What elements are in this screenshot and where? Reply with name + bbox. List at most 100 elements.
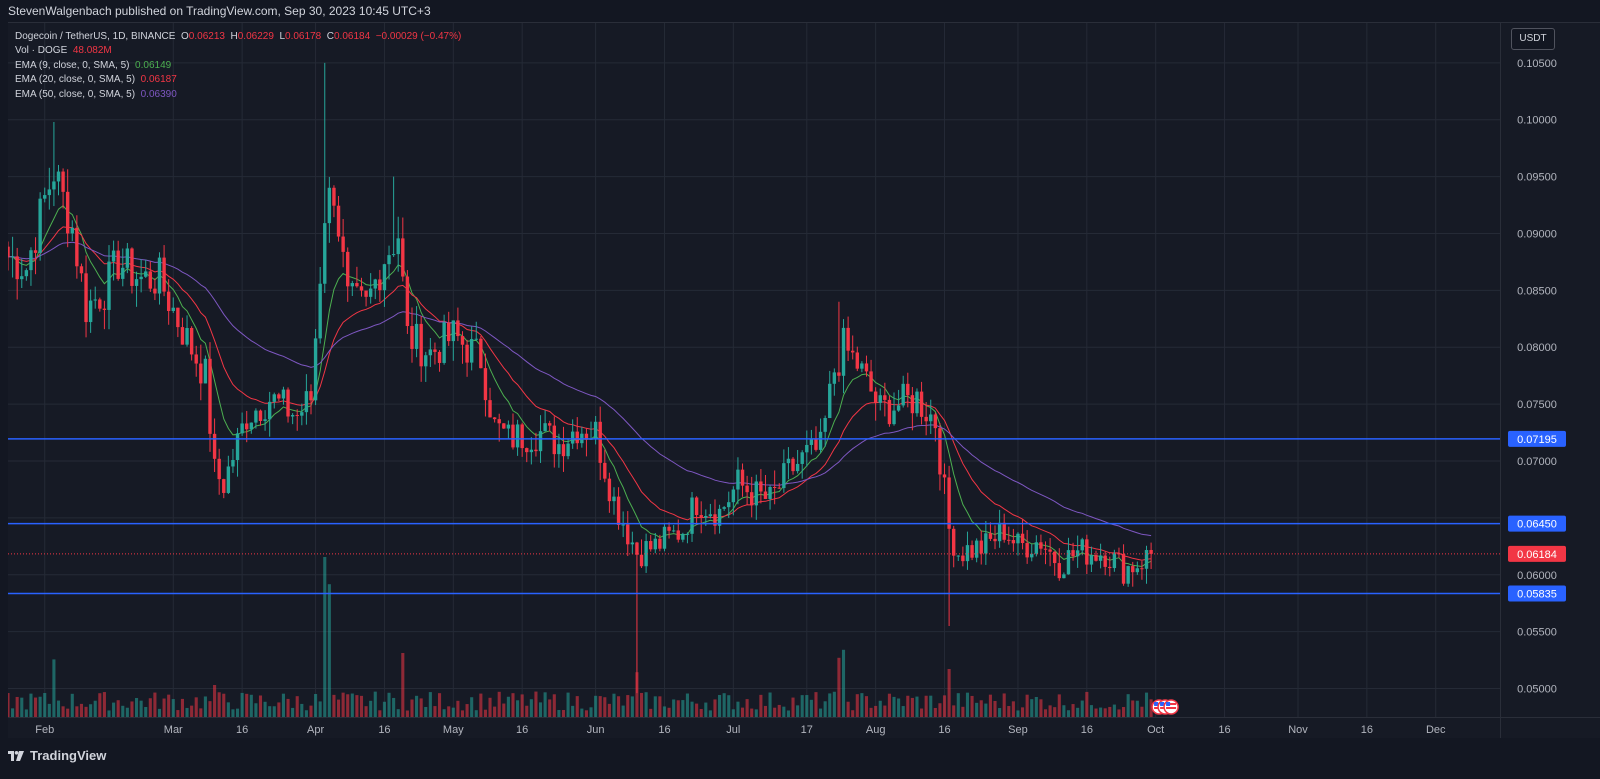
candle-body — [910, 395, 915, 414]
candle-body — [323, 223, 327, 284]
candle — [511, 413, 515, 450]
volume-bar — [213, 685, 217, 717]
ema20-row[interactable]: EMA (20, close, 0, SMA, 5) 0.06187 — [15, 73, 461, 87]
candle — [401, 217, 405, 282]
candle — [488, 387, 492, 418]
candle-body — [929, 414, 933, 422]
volume-bar — [125, 707, 129, 717]
candle — [1016, 532, 1020, 556]
candle-body — [203, 358, 208, 384]
candle — [1034, 535, 1039, 557]
volume-bar — [846, 701, 850, 717]
candle-body — [350, 283, 355, 287]
candle-body — [681, 533, 685, 540]
volume-bar — [102, 692, 106, 717]
volume-bar — [1089, 705, 1093, 717]
volume-bar — [649, 708, 653, 717]
candle-body — [795, 463, 800, 472]
candle — [952, 525, 956, 568]
candle-body — [502, 423, 506, 429]
candle — [61, 168, 65, 209]
candle — [295, 409, 299, 431]
volume-bar — [93, 700, 97, 717]
volume-bar — [419, 698, 423, 717]
volume-bar — [740, 707, 745, 717]
candle — [456, 307, 460, 342]
volume-bar — [584, 710, 588, 717]
candle — [483, 353, 488, 417]
candle — [327, 176, 332, 243]
volume-bar — [612, 693, 616, 717]
volume-bar — [410, 699, 414, 717]
candle-body — [593, 421, 598, 439]
event-icon-canton — [1166, 702, 1171, 706]
candle-body — [952, 528, 956, 556]
candlestick-chart[interactable]: 0.07195 0.06450 0.05835 0.06184 0.05000 0.055… — [8, 23, 1600, 739]
volume-bar — [474, 710, 478, 717]
candle — [166, 279, 171, 325]
volume-bar — [29, 693, 33, 717]
volume-bar — [543, 692, 547, 717]
candle-body — [1071, 550, 1075, 557]
ema50-line — [8, 241, 1152, 537]
volume-bar — [1043, 709, 1048, 717]
candle-body — [603, 462, 607, 479]
candle — [1011, 528, 1016, 552]
candle-body — [212, 433, 217, 459]
candle-body — [791, 458, 795, 472]
publish-header: StevenWalgenbach published on TradingVie… — [0, 0, 1600, 22]
candle — [993, 525, 997, 550]
candle-body — [961, 555, 965, 562]
ema50-row[interactable]: EMA (50, close, 0, SMA, 5) 0.06390 — [15, 88, 461, 102]
volume-bar — [525, 705, 529, 717]
candle-body — [1043, 548, 1048, 550]
ema9-row[interactable]: EMA (9, close, 0, SMA, 5) 0.06149 — [15, 59, 461, 73]
candle — [745, 475, 749, 505]
candle-body — [575, 431, 579, 444]
candle — [171, 297, 175, 313]
candle-body — [1080, 539, 1084, 551]
candle-body — [52, 181, 56, 190]
candle — [107, 245, 111, 330]
candle — [313, 328, 318, 406]
candle — [598, 406, 602, 481]
candle — [153, 278, 157, 301]
volume-bar — [98, 693, 102, 717]
candle-body — [772, 486, 777, 488]
ema20-label: EMA (20, close, 0, SMA, 5) — [15, 74, 136, 86]
candle — [437, 350, 442, 372]
volume-bar — [910, 697, 914, 717]
volume-bar — [933, 707, 937, 717]
candle — [1080, 537, 1084, 556]
symbol-name[interactable]: Dogecoin / TetherUS, 1D, BINANCE — [15, 31, 176, 42]
candle — [1094, 550, 1098, 562]
volume-bar — [323, 557, 327, 717]
last-price-tag — [1508, 545, 1566, 562]
chart-pane[interactable]: 0.07195 0.06450 0.05835 0.06184 0.05000 0.055… — [8, 22, 1600, 739]
volume-bar — [617, 696, 621, 717]
volume-bar — [635, 672, 639, 717]
candle-body — [800, 452, 804, 464]
candle-body — [61, 171, 65, 192]
candle — [809, 429, 814, 455]
candle — [768, 485, 772, 510]
volume-bar — [534, 691, 538, 717]
candle — [323, 62, 327, 293]
currency-unit-button[interactable]: USDT — [1511, 28, 1555, 50]
volume-row[interactable]: Vol · DOGE 48.082M — [15, 44, 461, 58]
candle — [447, 311, 451, 346]
candles — [8, 62, 1153, 694]
tradingview-logo[interactable]: TradingView — [8, 748, 106, 763]
candle-body — [869, 371, 873, 392]
candle — [281, 386, 286, 405]
candle-body — [1002, 522, 1006, 540]
candle-body — [731, 489, 736, 503]
candle-body — [566, 443, 570, 457]
candle-body — [713, 514, 717, 526]
volume-bar — [341, 692, 345, 717]
candle-body — [194, 354, 198, 364]
volume-bar — [924, 695, 928, 717]
volume-bar — [387, 692, 391, 717]
level-price-label: 0.06450 — [1517, 519, 1557, 531]
candle-body — [832, 372, 837, 384]
